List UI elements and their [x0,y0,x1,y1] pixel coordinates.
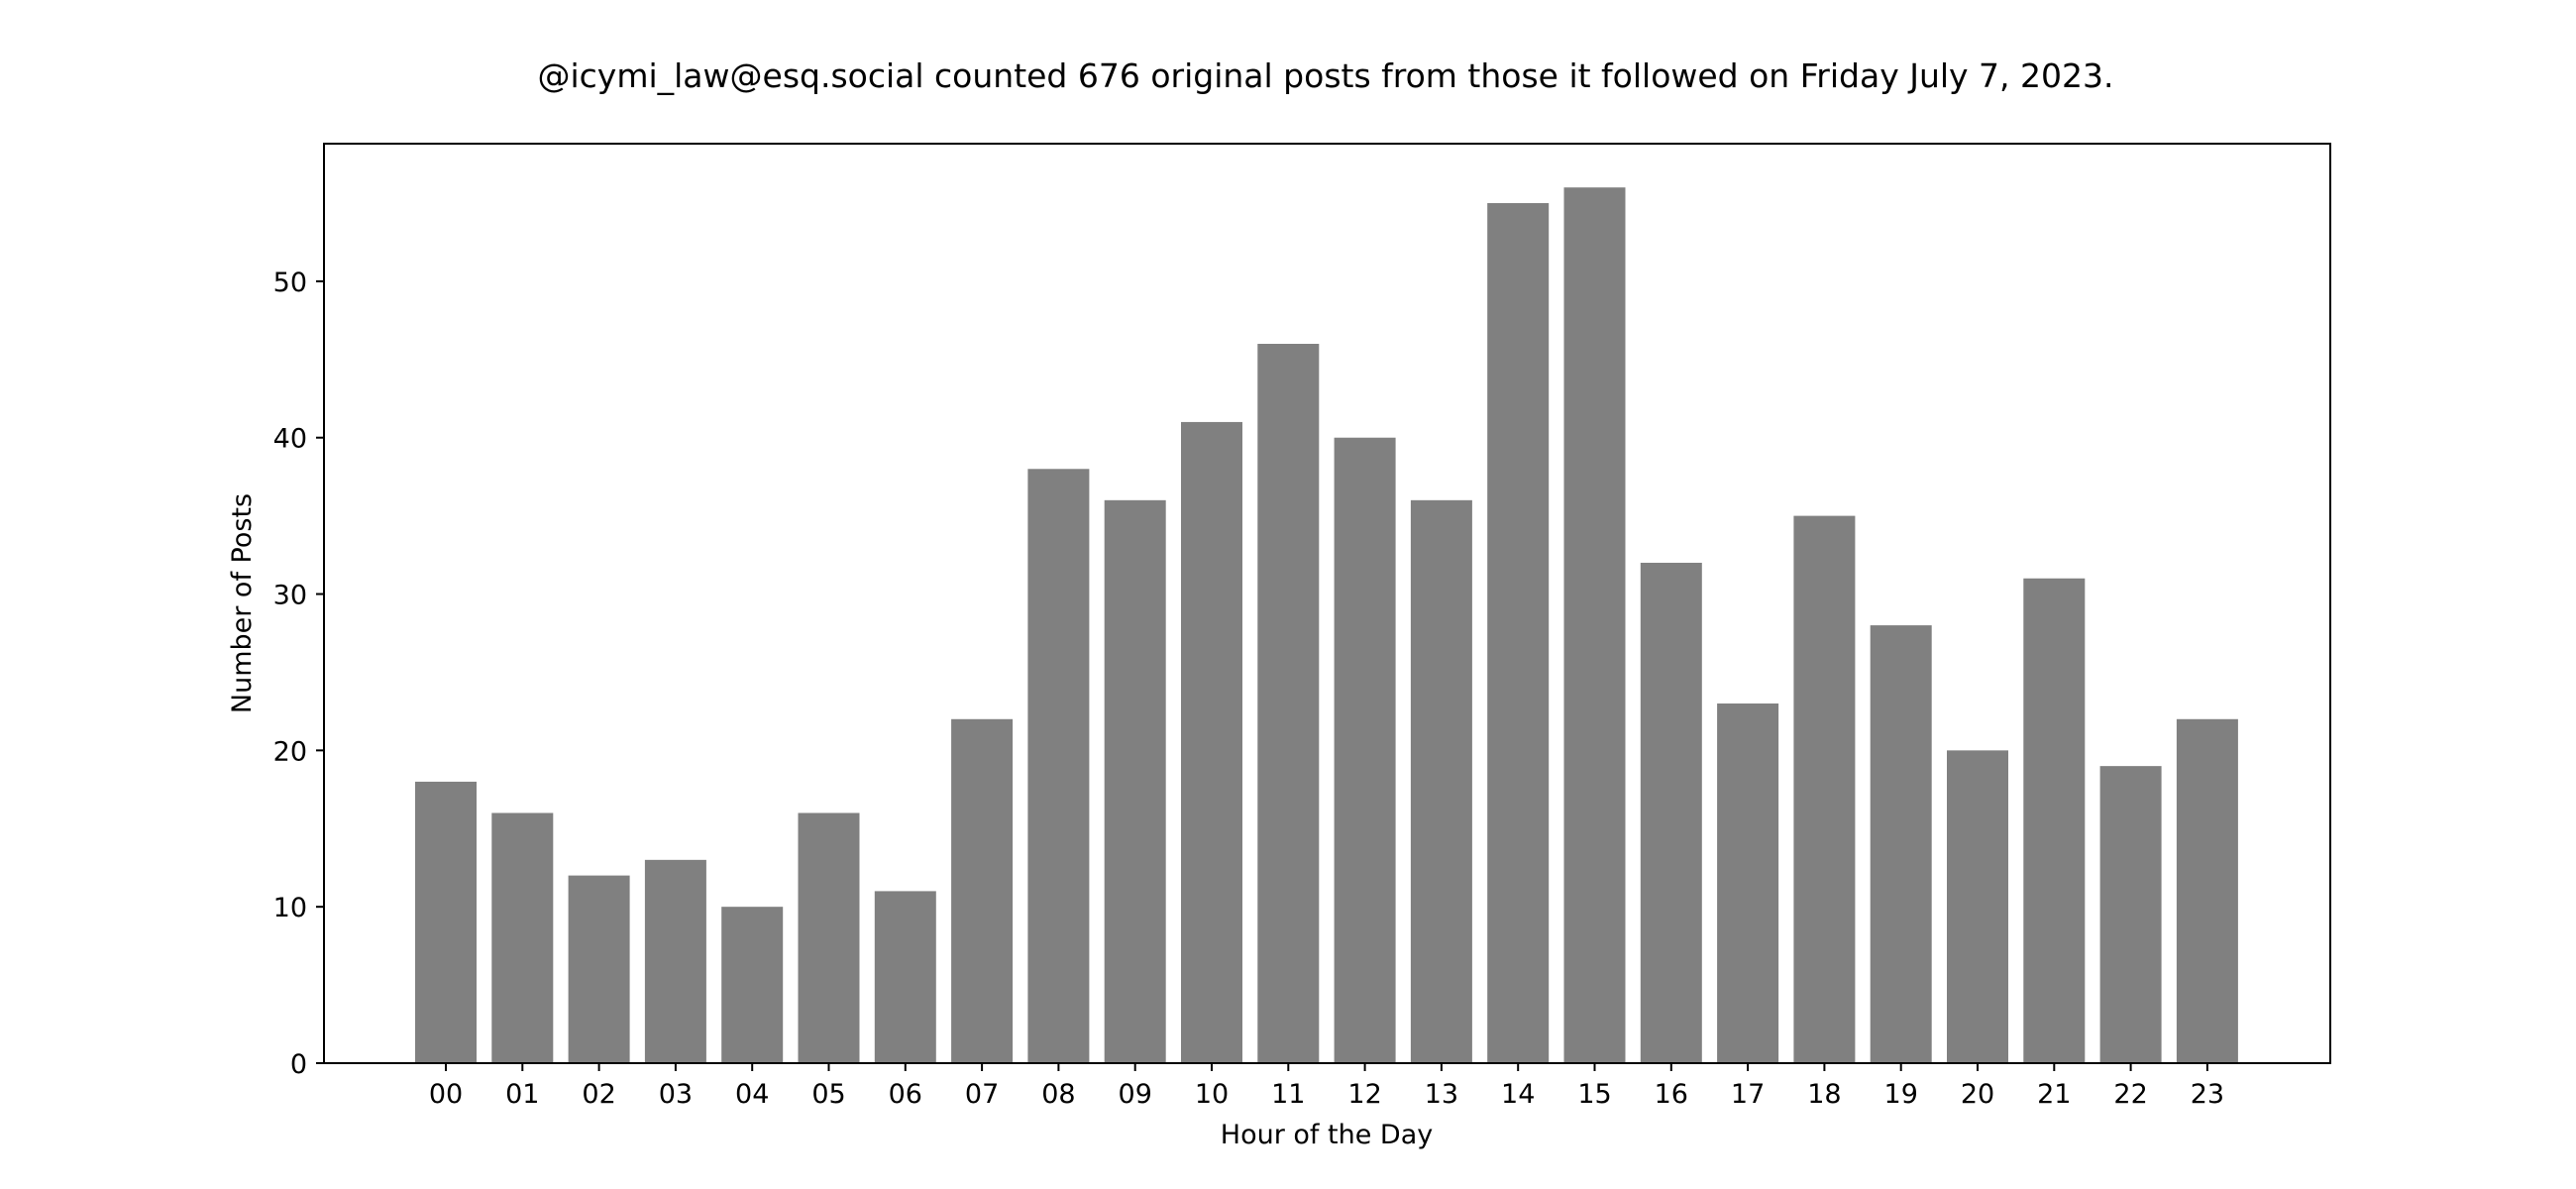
bar-17 [1717,703,1779,1063]
y-tick-label: 50 [273,268,307,298]
x-axis-ticks: 00 01 02 03 04 05 06 07 08 09 10 11 12 13 14 15 16 17 18 19… [429,1063,2224,1110]
bar-20 [1947,750,2008,1063]
y-tick-label: 40 [273,424,307,455]
bar-15 [1563,187,1626,1063]
bar-10 [1181,421,1242,1063]
plot-frame [323,143,2331,1064]
x-tick-label: 09 [1119,1079,1152,1110]
bar-09 [1104,499,1166,1064]
x-tick-label: 02 [582,1079,615,1110]
y-tick-label: 20 [273,736,307,767]
x-tick-label: 07 [965,1079,999,1110]
bar-01 [491,812,554,1063]
y-tick-label: 30 [273,581,307,611]
bar-08 [1027,469,1090,1063]
x-tick-label: 12 [1347,1079,1381,1110]
x-tick-label: 13 [1425,1079,1458,1110]
y-tick-label: 0 [290,1049,307,1080]
x-tick-label: 06 [889,1079,922,1110]
x-tick-label: 08 [1041,1079,1075,1110]
bar-04 [721,907,784,1063]
x-axis-label: Hour of the Day [1221,1120,1433,1150]
x-tick-label: 03 [659,1079,693,1110]
x-tick-label: 23 [2191,1079,2224,1110]
x-tick-label: 11 [1271,1079,1305,1110]
chart-title: @icymi_law@esq.social counted 676 origin… [537,56,2113,95]
x-tick-label: 17 [1731,1079,1765,1110]
bar-11 [1257,344,1320,1063]
bar-07 [951,718,1014,1063]
y-axis-ticks: 0 10 20 30 40 50 [273,268,324,1080]
y-axis-label: Number of Posts [227,493,258,713]
bar-21 [2023,578,2086,1063]
y-tick-label: 10 [273,893,307,923]
x-tick-label: 20 [1961,1079,1994,1110]
bar-12 [1334,437,1396,1064]
bar-05 [798,812,860,1063]
x-tick-label: 10 [1195,1079,1229,1110]
bar-23 [2176,718,2238,1063]
x-tick-label: 00 [429,1079,463,1110]
bar-03 [644,859,706,1063]
x-tick-label: 15 [1577,1079,1611,1110]
x-tick-label: 22 [2113,1079,2147,1110]
bar-22 [2099,766,2162,1063]
x-tick-label: 05 [811,1079,845,1110]
bar-13 [1410,499,1472,1064]
bar-19 [1870,625,1932,1063]
bar-14 [1487,202,1550,1064]
bar-06 [874,891,936,1063]
x-tick-label: 14 [1501,1079,1535,1110]
bar-18 [1793,515,1856,1063]
x-tick-label: 21 [2037,1079,2071,1110]
x-tick-label: 16 [1655,1079,1688,1110]
bar-00 [415,781,477,1063]
bars-group [415,187,2238,1064]
x-tick-label: 01 [505,1079,539,1110]
x-tick-label: 04 [735,1079,769,1110]
x-tick-label: 18 [1807,1079,1841,1110]
x-tick-label: 19 [1884,1079,1918,1110]
bar-02 [568,875,630,1063]
bar-16 [1640,562,1702,1063]
